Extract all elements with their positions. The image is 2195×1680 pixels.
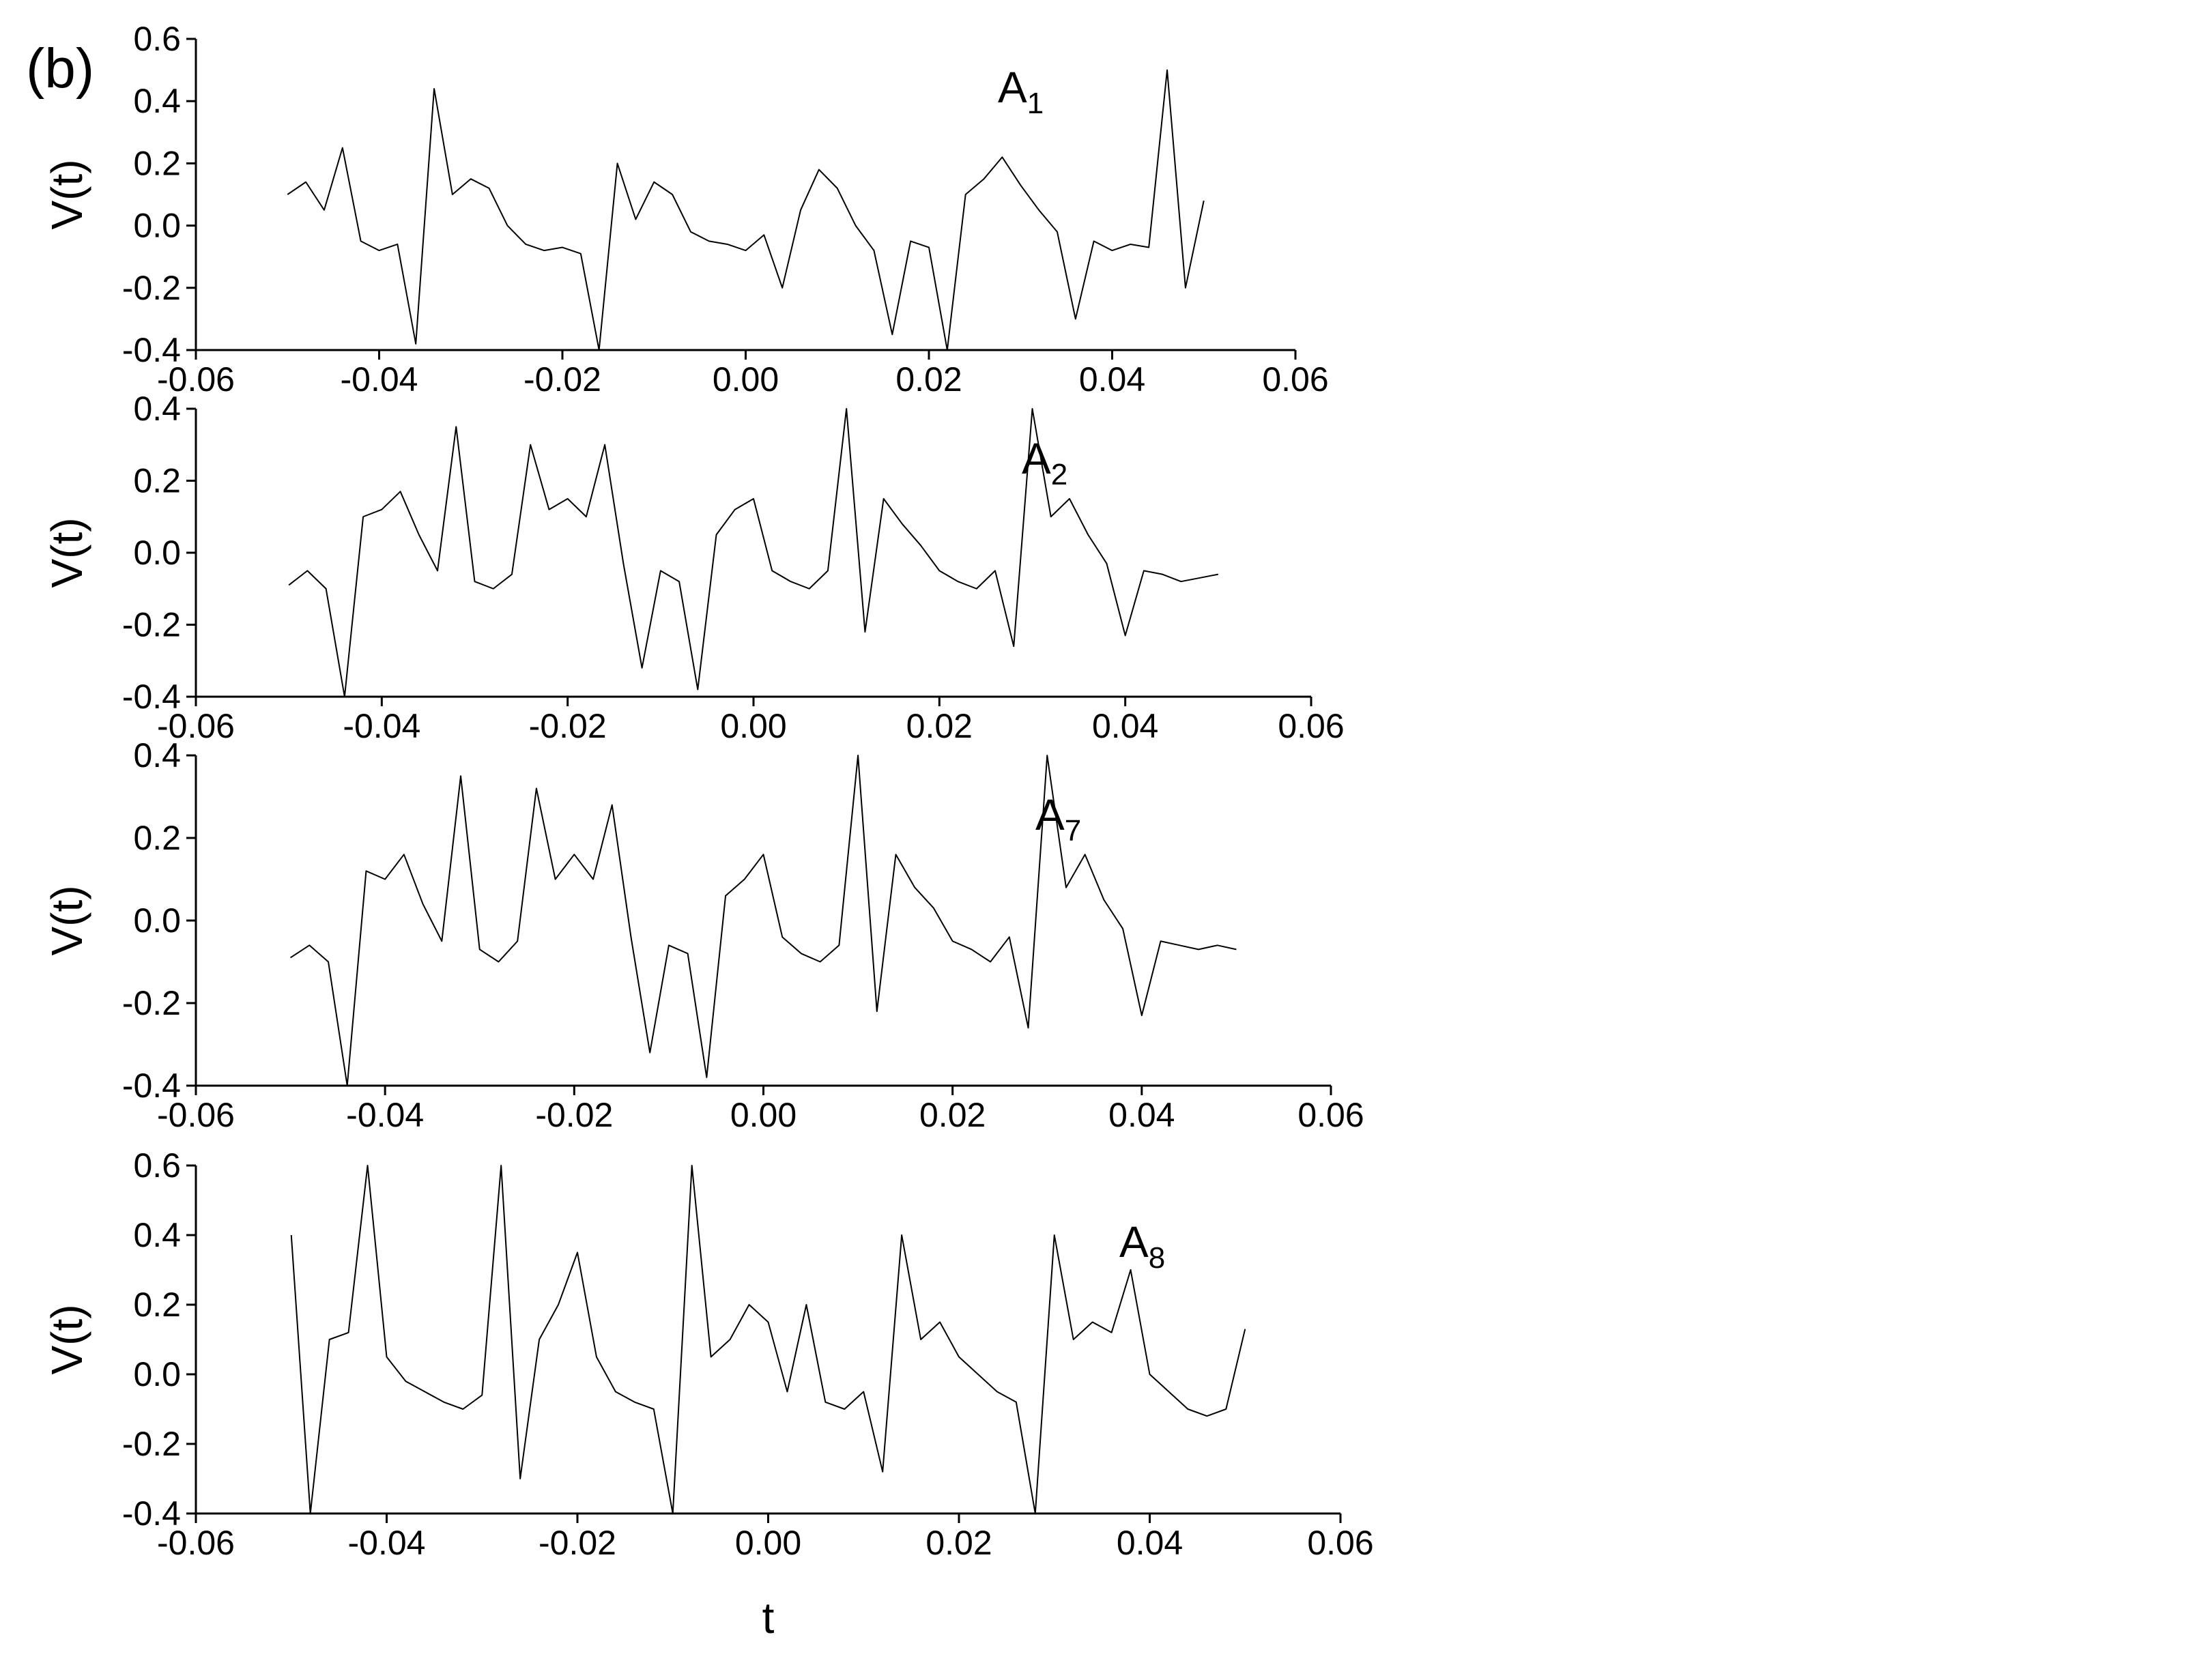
- x-tick-label: -0.06: [157, 1524, 235, 1562]
- y-tick-label: 0.4: [133, 82, 181, 120]
- x-tick-label: -0.02: [523, 360, 601, 399]
- annotation-sub: 8: [1149, 1241, 1165, 1275]
- signal-line: [290, 1165, 1246, 1514]
- signal-line: [288, 408, 1219, 697]
- annotation: A8: [1119, 1217, 1165, 1275]
- y-axis-label: V(t): [42, 517, 91, 588]
- y-tick-label: 0.0: [133, 534, 181, 572]
- x-tick-label: -0.04: [348, 1524, 426, 1562]
- y-tick-label: 0.4: [133, 736, 181, 774]
- y-tick-label: 0.2: [133, 144, 181, 182]
- x-tick-label: -0.06: [157, 1096, 235, 1134]
- y-tick-label: 0.0: [133, 207, 181, 245]
- y-tick-label: -0.2: [122, 1425, 181, 1463]
- annotation-sub: 7: [1065, 814, 1081, 848]
- chart: -0.4 -0.2 0.0 0.2 0.4 0.6 -0.06 -0.04 -0.02 0.00 0…: [42, 1146, 1374, 1642]
- y-tick-label: 0.0: [133, 1355, 181, 1393]
- x-tick-label: -0.02: [539, 1524, 616, 1562]
- y-axis-label: V(t): [42, 1304, 91, 1374]
- annotation-sub: 1: [1027, 87, 1044, 120]
- x-tick-label: -0.04: [346, 1096, 424, 1134]
- x-tick-label: 0.00: [730, 1096, 797, 1134]
- x-axis-label: t: [762, 1593, 775, 1642]
- y-tick-label: -0.2: [122, 269, 181, 307]
- annotation-main: A: [1119, 1217, 1149, 1266]
- y-tick-label: 0.4: [133, 1216, 181, 1254]
- signal-line: [290, 755, 1237, 1086]
- x-tick-label: 0.06: [1307, 1524, 1373, 1562]
- x-tick-label: -0.06: [157, 360, 235, 399]
- y-tick-label: 0.2: [133, 819, 181, 857]
- annotation: A7: [1035, 790, 1081, 848]
- annotation: A1: [998, 63, 1044, 120]
- annotation-main: A: [1022, 434, 1051, 483]
- x-tick-label: 0.06: [1278, 707, 1344, 745]
- annotation-main: A: [1035, 790, 1065, 839]
- y-tick-label: -0.4: [122, 331, 181, 369]
- y-axis-label: V(t): [42, 159, 91, 229]
- x-tick-label: 0.02: [906, 707, 973, 745]
- y-tick-label: 0.4: [133, 390, 181, 428]
- x-tick-label: 0.00: [735, 1524, 801, 1562]
- x-tick-label: 0.06: [1297, 1096, 1364, 1134]
- y-tick-label: 0.0: [133, 901, 181, 940]
- y-tick-label: -0.2: [122, 984, 181, 1022]
- x-tick-label: 0.04: [1092, 707, 1158, 745]
- annotation: A2: [1022, 434, 1067, 491]
- x-tick-label: 0.04: [1108, 1096, 1175, 1134]
- chart: -0.4 -0.2 0.0 0.2 0.4 -0.06 -0.04 -0.02 0.00 0.02…: [42, 736, 1364, 1134]
- y-tick-label: -0.4: [122, 1494, 181, 1533]
- x-tick-label: 0.04: [1079, 360, 1145, 399]
- y-tick-label: -0.4: [122, 678, 181, 716]
- y-tick-label: 0.2: [133, 462, 181, 500]
- y-tick-label: 0.2: [133, 1286, 181, 1324]
- x-tick-label: 0.02: [926, 1524, 992, 1562]
- x-tick-label: 0.02: [895, 360, 962, 399]
- annotation-main: A: [998, 63, 1027, 112]
- x-tick-label: 0.00: [720, 707, 786, 745]
- x-tick-label: 0.06: [1262, 360, 1328, 399]
- y-tick-label: 0.6: [133, 1146, 181, 1185]
- y-tick-label: -0.2: [122, 606, 181, 644]
- y-axis-label: V(t): [42, 885, 91, 955]
- signal-line: [287, 69, 1205, 351]
- x-tick-label: -0.06: [157, 707, 235, 745]
- y-tick-label: 0.6: [133, 20, 181, 58]
- x-tick-label: -0.04: [341, 360, 418, 399]
- x-tick-label: 0.04: [1117, 1524, 1183, 1562]
- chart: -0.4 -0.2 0.0 0.2 0.4 -0.06 -0.04 -0.02 0.00 0.02…: [42, 390, 1345, 745]
- x-tick-label: -0.02: [535, 1096, 613, 1134]
- x-tick-label: 0.00: [713, 360, 779, 399]
- x-tick-label: -0.02: [529, 707, 607, 745]
- annotation-sub: 2: [1051, 458, 1067, 491]
- panel-label: (b): [26, 38, 94, 100]
- y-tick-label: -0.4: [122, 1067, 181, 1105]
- chart: -0.4 -0.2 0.0 0.2 0.4 0.6 -0.06 -0.04 -0.02 0.00 0…: [42, 20, 1329, 399]
- x-tick-label: -0.04: [343, 707, 420, 745]
- x-tick-label: 0.02: [919, 1096, 986, 1134]
